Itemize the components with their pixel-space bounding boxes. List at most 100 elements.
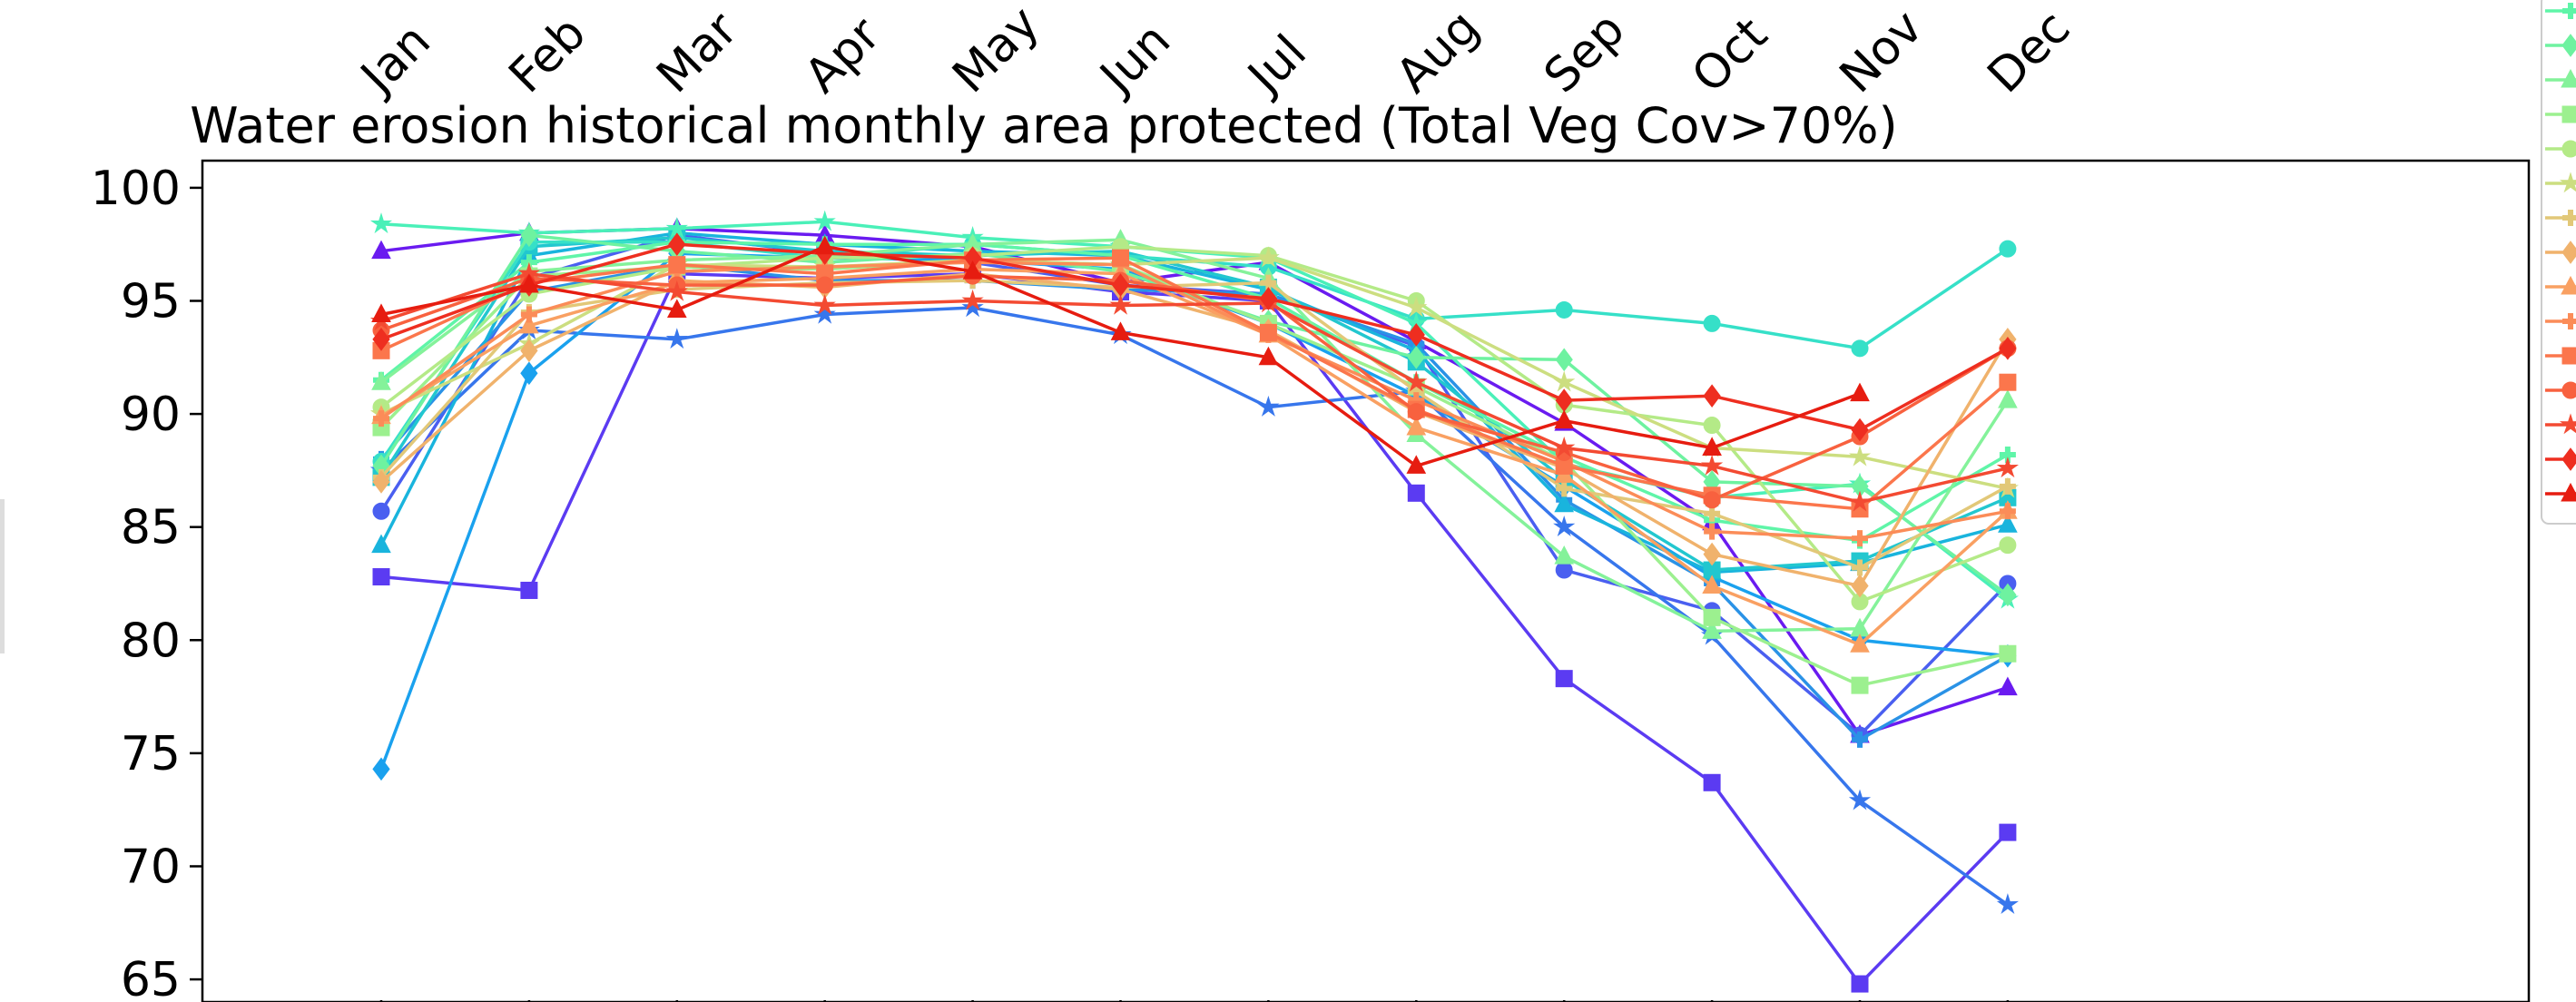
data-point: [813, 293, 836, 315]
x-tick-label: Feb: [499, 6, 597, 104]
data-point: [519, 273, 539, 293]
x-tick-label: Nov: [1830, 0, 1933, 103]
data-point: [1851, 975, 1869, 993]
data-point: [1703, 773, 1721, 791]
data-point: [1996, 457, 2019, 478]
data-point: [1848, 445, 1872, 467]
legend-entry: [2545, 447, 2576, 471]
data-point: [371, 534, 391, 554]
series-path: [379, 279, 2009, 570]
data-point: [1702, 620, 1722, 639]
series-path: [379, 238, 2010, 634]
data-point: [1553, 370, 1576, 392]
data-point: [372, 757, 390, 781]
data-point: [1999, 336, 2017, 360]
data-point: [1554, 545, 1575, 565]
y-tick-label: 95: [121, 275, 181, 329]
data-point: [2561, 105, 2576, 123]
data-point: [1999, 503, 2016, 520]
data-point: [1848, 490, 1872, 512]
data-point: [1999, 477, 2016, 495]
data-point: [1556, 480, 1573, 497]
chart-title: Water erosion historical monthly area pr…: [190, 97, 1897, 154]
data-point: [520, 361, 538, 386]
x-tick-label: Aug: [1386, 0, 1490, 103]
x-tick-label: Jan: [349, 14, 441, 105]
data-point: [961, 296, 984, 318]
legend-entry: [2545, 68, 2576, 88]
legend-entry: [2545, 140, 2576, 158]
x-tick-label: Mar: [647, 2, 749, 103]
data-point: [2562, 210, 2576, 226]
data-point: [1703, 491, 1721, 509]
x-tick-label: Apr: [794, 7, 890, 103]
series-path: [380, 267, 2010, 647]
data-point: [813, 302, 836, 324]
series-path: [379, 258, 2009, 687]
data-point: [372, 568, 390, 586]
data-point: [520, 306, 537, 323]
data-point: [1553, 516, 1576, 536]
y-axis: 65 70 75 80 85 90 95 100: [91, 162, 2010, 1002]
data-point: [371, 371, 391, 390]
data-point: [1852, 731, 1868, 748]
legend-entry: [2545, 3, 2576, 19]
data-point: [1999, 583, 2017, 607]
data-point: [1998, 676, 2018, 696]
data-point: [1555, 561, 1573, 579]
data-point: [2561, 241, 2576, 264]
plot-frame: [201, 159, 2531, 1002]
x-tick-labels: Jan Feb Mar Apr May Jun Jul Aug Sep Oct Nov Dec: [349, 0, 2081, 105]
series-line: [372, 261, 2017, 598]
series-path: [379, 235, 2009, 572]
data-point: [1259, 287, 1278, 310]
data-point: [961, 289, 984, 310]
data-point: [1996, 893, 2020, 915]
data-point: [2559, 413, 2576, 435]
x-tick-label: Dec: [1978, 1, 2081, 104]
data-point: [1111, 273, 1130, 297]
data-point: [816, 276, 834, 294]
y-tick-label: 90: [121, 388, 181, 442]
data-point: [666, 299, 687, 318]
series-path: [379, 306, 2009, 907]
legend-entry: [2545, 275, 2576, 295]
legend-entry: [2545, 381, 2576, 399]
data-point: [1112, 249, 1129, 267]
data-point: [371, 303, 391, 322]
data-point: [1555, 670, 1573, 688]
data-point: [1407, 345, 1425, 369]
legend-entry: [2545, 347, 2576, 365]
legend-entry: [2545, 172, 2576, 193]
data-point: [1554, 409, 1575, 429]
data-point: [2561, 34, 2576, 57]
data-point: [1406, 455, 1427, 474]
legend-entry: [2545, 413, 2576, 435]
series-line: [373, 272, 2016, 576]
series-path: [379, 231, 2009, 575]
x-tick-label: Sep: [1534, 2, 1636, 103]
data-point: [2561, 447, 2576, 471]
data-point: [1704, 523, 1721, 540]
data-point: [1999, 373, 2017, 391]
data-point: [668, 256, 686, 274]
data-point: [371, 240, 391, 260]
data-point: [1998, 514, 2018, 533]
data-point: [372, 502, 390, 520]
data-point: [520, 223, 538, 248]
series-line: [371, 258, 2018, 653]
series-line: [371, 235, 1870, 474]
data-point: [665, 217, 688, 239]
data-point: [1999, 823, 2017, 841]
series-path: [380, 271, 2009, 505]
data-point: [2562, 313, 2576, 329]
data-point: [962, 260, 983, 280]
legend-entry: [2545, 105, 2576, 123]
cropped-edge: [0, 499, 5, 653]
data-point: [665, 328, 688, 349]
data-point: [2559, 172, 2576, 193]
data-point: [1999, 240, 2017, 258]
data-point: [1258, 346, 1279, 366]
x-tick-label: Jun: [1088, 13, 1181, 105]
